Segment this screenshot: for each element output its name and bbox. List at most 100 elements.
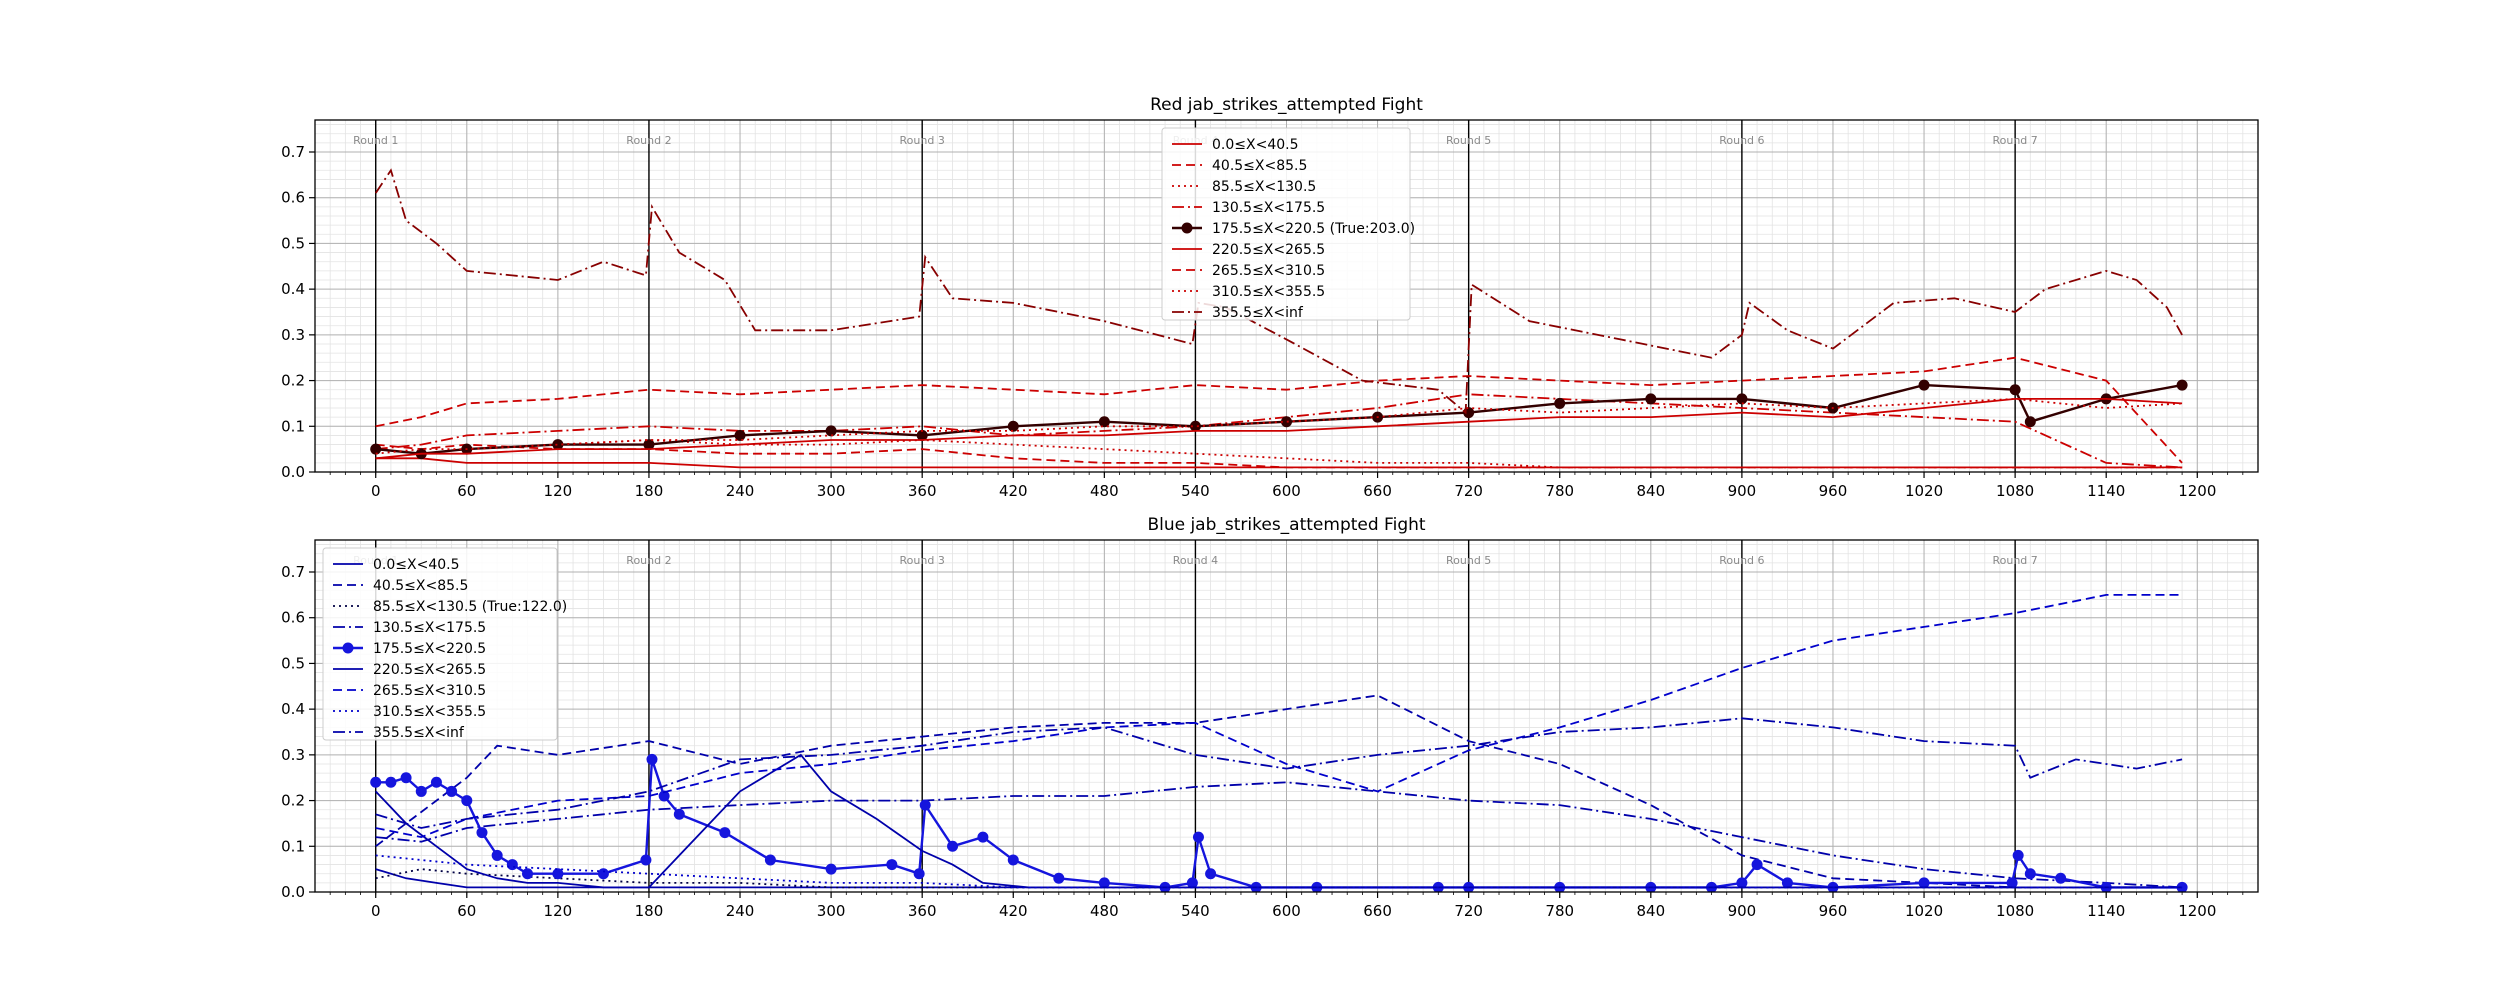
blue-y-tick-label: 0.4 <box>281 700 305 718</box>
red-series-point <box>370 443 382 455</box>
red-x-tick-label: 480 <box>1090 482 1119 500</box>
blue-legend-label: 175.5≤X<220.5 <box>373 641 486 657</box>
blue-series-point <box>1736 877 1748 889</box>
blue-x-tick-label: 360 <box>908 902 937 920</box>
blue-x-tick-label: 600 <box>1272 902 1301 920</box>
red-legend-marker <box>1181 222 1193 234</box>
blue-series-point <box>597 868 609 880</box>
blue-series-point <box>825 863 837 875</box>
red-series-point <box>643 439 655 451</box>
blue-series-point <box>461 795 473 807</box>
blue-series-line-4 <box>375 759 2183 889</box>
blue-series-point <box>430 776 442 788</box>
blue-round-label: Round 7 <box>1992 554 2037 567</box>
red-round-label: Round 5 <box>1446 134 1491 147</box>
red-y-tick-label: 0.7 <box>281 143 305 161</box>
red-x-tick-label: 240 <box>726 482 755 500</box>
blue-legend-label: 130.5≤X<175.5 <box>373 620 486 636</box>
blue-x-tick-label: 420 <box>999 902 1028 920</box>
blue-series-point <box>919 799 931 811</box>
blue-series-point <box>522 868 534 880</box>
blue-x-tick-label: 480 <box>1090 902 1119 920</box>
red-series-point <box>1281 416 1292 428</box>
blue-series-point <box>2024 868 2036 880</box>
blue-series-line-8 <box>375 717 2183 829</box>
blue-series-line-3 <box>375 781 2183 889</box>
blue-round-label: Round 4 <box>1173 554 1218 567</box>
blue-round-label: Round 2 <box>626 554 671 567</box>
blue-y-tick-label: 0.2 <box>281 792 305 810</box>
red-series-point <box>1554 397 1566 409</box>
blue-legend-marker <box>342 642 354 654</box>
red-round-label: Round 6 <box>1719 134 1764 147</box>
blue-x-tick-label: 840 <box>1636 902 1665 920</box>
red-legend-box <box>1161 127 1411 321</box>
blue-round-label: Round 5 <box>1446 554 1491 567</box>
blue-series-point <box>1007 854 1019 866</box>
blue-y-tick-label: 0.0 <box>281 883 305 901</box>
blue-series-point <box>913 868 925 880</box>
red-x-tick-label: 720 <box>1454 482 1483 500</box>
red-chart-title: Red jab_strikes_attempted Fight <box>1150 95 1423 115</box>
blue-series-point <box>1098 877 1110 889</box>
blue-series-point <box>1918 877 1930 889</box>
blue-series-point <box>947 840 959 852</box>
blue-x-tick-label: 540 <box>1181 902 1210 920</box>
blue-series-point <box>491 849 503 861</box>
red-round-label: Round 3 <box>900 134 945 147</box>
red-round-label: Round 2 <box>626 134 671 147</box>
blue-legend-label: 40.5≤X<85.5 <box>373 578 468 594</box>
red-series-point <box>2024 416 2036 428</box>
blue-x-tick-label: 1140 <box>2087 902 2125 920</box>
red-y-tick-label: 0.4 <box>281 280 305 298</box>
blue-series-point <box>506 859 518 871</box>
blue-series-point <box>2055 872 2067 884</box>
red-legend-label: 175.5≤X<220.5 (True:203.0) <box>1212 221 1415 237</box>
blue-series-line-1 <box>375 694 2183 889</box>
red-x-tick-label: 420 <box>999 482 1028 500</box>
blue-x-tick-label: 240 <box>726 902 755 920</box>
red-x-tick-label: 780 <box>1545 482 1574 500</box>
red-x-tick-label: 660 <box>1363 482 1392 500</box>
blue-legend-label: 220.5≤X<265.5 <box>373 662 486 678</box>
red-round-label: Round 1 <box>353 134 398 147</box>
blue-y-tick-label: 0.5 <box>281 654 305 672</box>
blue-series-point <box>673 808 685 820</box>
red-x-tick-label: 60 <box>457 482 476 500</box>
red-x-tick-label: 600 <box>1272 482 1301 500</box>
red-x-tick-label: 960 <box>1819 482 1848 500</box>
red-x-tick-label: 1140 <box>2087 482 2125 500</box>
blue-series-point <box>1186 877 1198 889</box>
red-y-tick-label: 0.3 <box>281 326 305 344</box>
blue-series-point <box>658 790 670 802</box>
blue-y-tick-label: 0.1 <box>281 837 305 855</box>
blue-y-tick-label: 0.6 <box>281 609 305 627</box>
blue-legend-box <box>322 547 558 741</box>
blue-series-point <box>1192 831 1204 843</box>
red-round-label: Round 7 <box>1992 134 2037 147</box>
blue-series-point <box>476 827 488 839</box>
red-x-tick-label: 120 <box>544 482 573 500</box>
red-y-tick-label: 0.1 <box>281 417 305 435</box>
red-series-point <box>734 429 746 441</box>
red-series-point <box>1918 379 1930 391</box>
blue-series-point <box>719 827 731 839</box>
red-legend-label: 220.5≤X<265.5 <box>1212 242 1325 258</box>
red-x-tick-label: 900 <box>1728 482 1757 500</box>
red-series-point <box>1645 393 1657 405</box>
blue-series-point <box>646 753 658 765</box>
red-x-tick-label: 300 <box>817 482 846 500</box>
blue-grid <box>315 540 2258 893</box>
red-series-line-7 <box>375 397 2183 455</box>
blue-series-point <box>370 776 382 788</box>
blue-series-line-7 <box>375 854 2183 889</box>
red-x-tick-label: 1200 <box>2178 482 2216 500</box>
red-legend-label: 40.5≤X<85.5 <box>1212 158 1307 174</box>
red-x-tick-label: 180 <box>635 482 664 500</box>
red-x-tick-label: 360 <box>908 482 937 500</box>
blue-series-point <box>1781 877 1793 889</box>
red-legend-label: 355.5≤X<inf <box>1212 305 1304 321</box>
red-legend: 0.0≤X<40.5 40.5≤X<85.5 85.5≤X<130.5 130.5≤X… <box>1161 127 1415 321</box>
blue-x-tick-label: 1080 <box>1996 902 2034 920</box>
